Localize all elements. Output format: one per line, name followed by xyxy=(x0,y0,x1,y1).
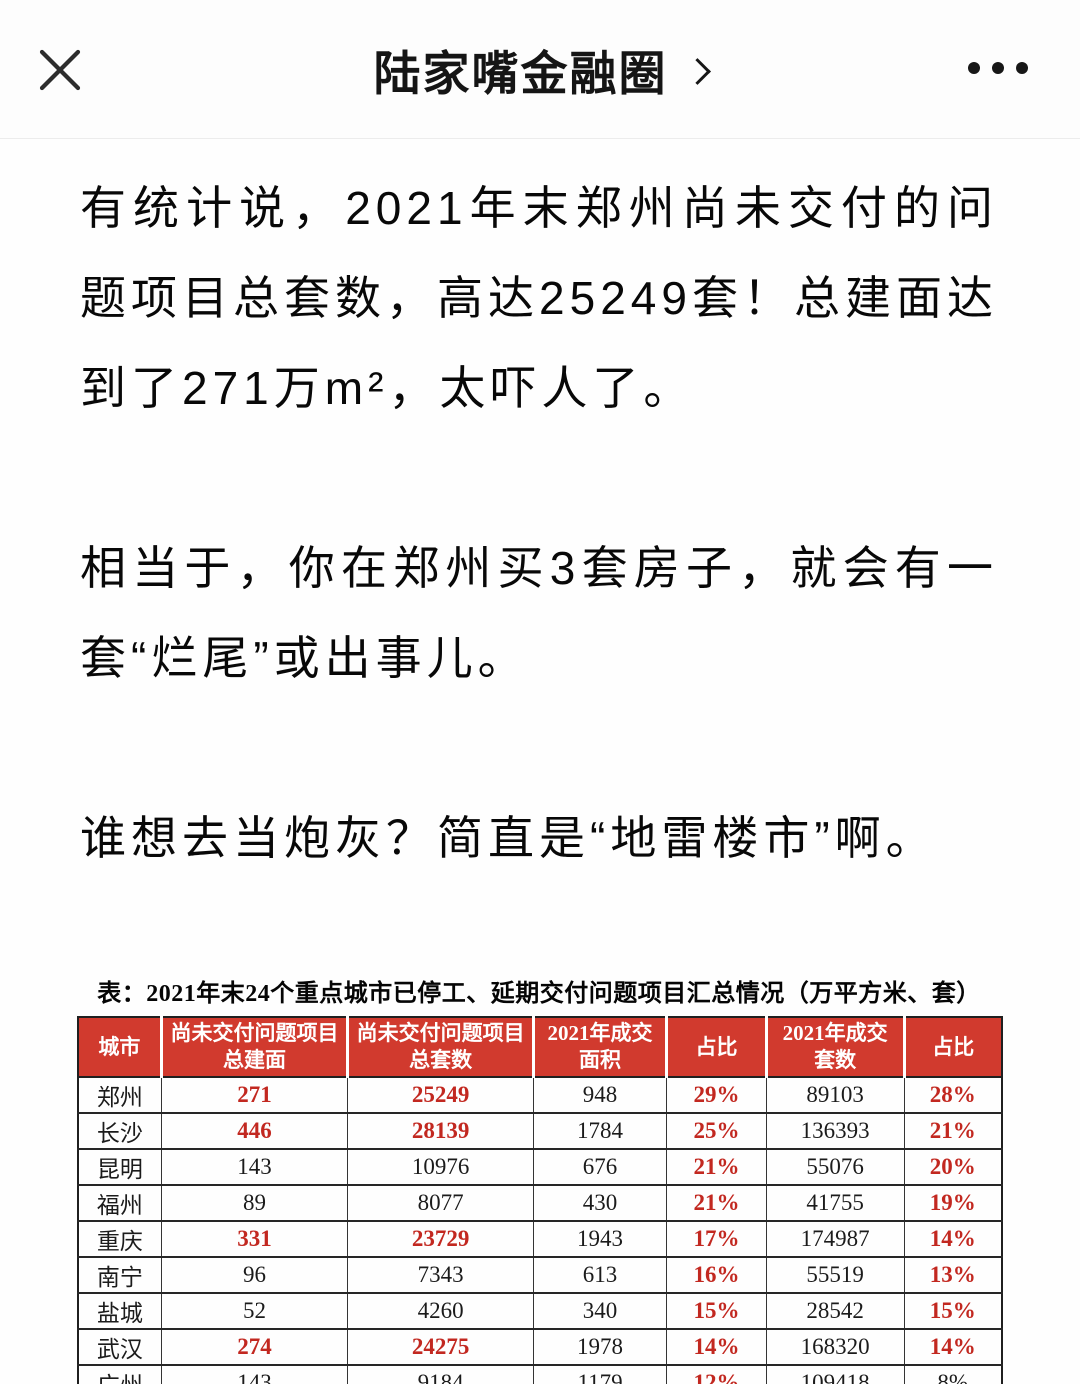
table-cell: 430 xyxy=(533,1184,668,1222)
column-header: 尚未交付问题项目 总建面 xyxy=(161,1017,350,1078)
table-caption: 表：2021年末24个重点城市已停工、延期交付问题项目汇总情况（万平方米、套） xyxy=(97,981,981,1007)
table-row: 福州 89 8077 430 21% 41755 19% xyxy=(77,1184,1003,1222)
table-row: 武汉 274 24275 1978 14% 168320 14% xyxy=(77,1328,1003,1366)
article-paragraph: 谁想去当炮灰？简直是“地雷楼市”啊。 xyxy=(80,812,937,864)
table-cell: 676 xyxy=(533,1148,668,1186)
table-cell: 24275 xyxy=(347,1328,535,1366)
table-cell: 340 xyxy=(533,1292,668,1330)
table-cell: 25% xyxy=(666,1112,767,1150)
table-cell: 274 xyxy=(160,1328,349,1366)
table-cell: 52 xyxy=(160,1292,349,1330)
table-cell: 15% xyxy=(903,1292,1003,1330)
column-header: 占比 xyxy=(904,1017,1002,1078)
account-title-link[interactable]: 陆家嘴金融圈 xyxy=(373,35,711,104)
table-cell: 1978 xyxy=(533,1328,668,1366)
table-cell: 1784 xyxy=(533,1112,668,1150)
table-cell: 25249 xyxy=(347,1076,535,1114)
page-title: 陆家嘴金融圈 xyxy=(373,46,668,100)
more-button[interactable] xyxy=(968,62,1028,74)
city-cell: 南宁 xyxy=(77,1256,162,1294)
city-cell: 盐城 xyxy=(77,1292,162,1330)
navbar: 陆家嘴金融圈 xyxy=(0,0,1080,139)
column-header: 2021年成交 面积 xyxy=(533,1017,669,1078)
table-cell: 17% xyxy=(666,1220,767,1258)
table-cell: 96 xyxy=(160,1256,349,1294)
table-cell: 1943 xyxy=(533,1220,668,1258)
table-row: 盐城 52 4260 340 15% 28542 15% xyxy=(77,1292,1003,1330)
table-cell: 10976 xyxy=(347,1148,535,1186)
city-cell: 广州 xyxy=(77,1364,162,1384)
table-cell: 28139 xyxy=(347,1112,535,1150)
table-cell: 21% xyxy=(666,1148,767,1186)
table-cell: 55076 xyxy=(765,1148,905,1186)
chevron-right-icon xyxy=(683,57,711,85)
table-cell: 14% xyxy=(903,1328,1003,1366)
table-cell: 174987 xyxy=(765,1220,905,1258)
data-table: 城市 尚未交付问题项目 总建面 尚未交付问题项目 总套数 2021年成交 面积 占比 2021年… xyxy=(77,1016,1003,1384)
table-row: 长沙 446 28139 1784 25% 136393 21% xyxy=(77,1112,1003,1150)
table-cell: 331 xyxy=(160,1220,349,1258)
table-cell: 143 xyxy=(160,1364,349,1384)
table-cell: 8077 xyxy=(347,1184,535,1222)
column-header: 尚未交付问题项目 总套数 xyxy=(347,1017,536,1078)
table-cell: 168320 xyxy=(765,1328,905,1366)
table-cell: 12% xyxy=(666,1364,767,1384)
table-cell: 948 xyxy=(533,1076,668,1114)
column-header: 城市 xyxy=(78,1017,163,1078)
table-row: 郑州 271 25249 948 29% 89103 28% xyxy=(77,1076,1003,1114)
table-cell: 446 xyxy=(160,1112,349,1150)
table-cell: 23729 xyxy=(347,1220,535,1258)
table-cell: 8% xyxy=(903,1364,1003,1384)
article-paragraph: 有统计说，2021年末郑州尚未交付的问题项目总套数，高达25249套！总建面达到… xyxy=(80,182,998,414)
table-cell: 28542 xyxy=(765,1292,905,1330)
table-cell: 9184 xyxy=(347,1364,535,1384)
table-row: 南宁 96 7343 613 16% 55519 13% xyxy=(77,1256,1003,1294)
table-cell: 20% xyxy=(903,1148,1003,1186)
table-row: 重庆 331 23729 1943 17% 174987 14% xyxy=(77,1220,1003,1258)
article-body: 有统计说，2021年末郑州尚未交付的问题项目总套数，高达25249套！总建面达到… xyxy=(0,139,1080,1384)
column-header: 占比 xyxy=(666,1017,768,1078)
table-cell: 143 xyxy=(160,1148,349,1186)
table-cell: 29% xyxy=(666,1076,767,1114)
table-cell: 21% xyxy=(666,1184,767,1222)
table-cell: 109418 xyxy=(765,1364,905,1384)
city-cell: 长沙 xyxy=(77,1112,162,1150)
table-cell: 4260 xyxy=(347,1292,535,1330)
table-cell: 1179 xyxy=(533,1364,668,1384)
table-cell: 271 xyxy=(160,1076,349,1114)
article-paragraph: 相当于，你在郑州买3套房子，就会有一套“烂尾”或出事儿。 xyxy=(80,542,998,684)
close-icon xyxy=(39,49,81,91)
city-cell: 昆明 xyxy=(77,1148,162,1186)
table-cell: 41755 xyxy=(765,1184,905,1222)
more-icon xyxy=(1016,62,1028,74)
table-cell: 13% xyxy=(903,1256,1003,1294)
more-icon xyxy=(992,62,1004,74)
close-button[interactable] xyxy=(32,42,88,98)
table-cell: 136393 xyxy=(765,1112,905,1150)
table-cell: 16% xyxy=(666,1256,767,1294)
city-cell: 武汉 xyxy=(77,1328,162,1366)
table-row: 昆明 143 10976 676 21% 55076 20% xyxy=(77,1148,1003,1186)
table-cell: 19% xyxy=(903,1184,1003,1222)
table-cell: 613 xyxy=(533,1256,668,1294)
table-cell: 14% xyxy=(666,1328,767,1366)
data-table-wrap: 城市 尚未交付问题项目 总建面 尚未交付问题项目 总套数 2021年成交 面积 占比 2021年… xyxy=(77,1016,1003,1384)
table-cell: 15% xyxy=(666,1292,767,1330)
table-cell: 21% xyxy=(903,1112,1003,1150)
city-cell: 福州 xyxy=(77,1184,162,1222)
column-header: 2021年成交 套数 xyxy=(766,1017,906,1078)
table-cell: 55519 xyxy=(765,1256,905,1294)
table-cell: 89 xyxy=(160,1184,349,1222)
table-cell: 14% xyxy=(903,1220,1003,1258)
table-cell: 28% xyxy=(903,1076,1003,1114)
city-cell: 重庆 xyxy=(77,1220,162,1258)
table-cell: 89103 xyxy=(765,1076,905,1114)
table-cell: 7343 xyxy=(347,1256,535,1294)
city-cell: 郑州 xyxy=(77,1076,162,1114)
more-icon xyxy=(968,62,980,74)
